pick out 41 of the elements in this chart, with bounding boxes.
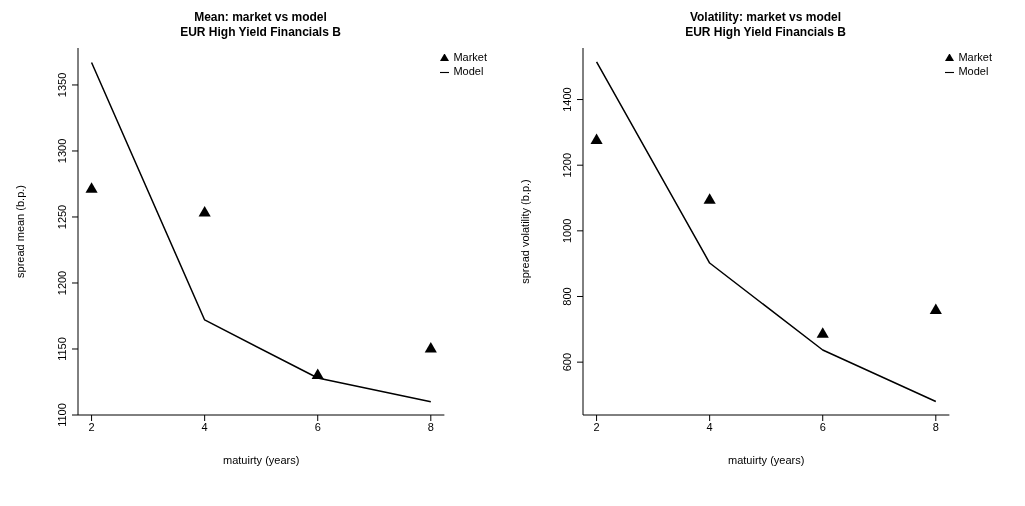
chart-subtitle: EUR High Yield Financials B <box>179 25 342 40</box>
y-tick-label: 1100 <box>56 403 68 427</box>
y-tick-label: 1350 <box>56 72 68 98</box>
x-tick-label: 6 <box>819 420 826 433</box>
y-tick-label: 1000 <box>561 218 573 244</box>
point <box>703 193 716 204</box>
x-tick-label: 8 <box>932 420 939 433</box>
x-tick-label: 8 <box>427 420 434 433</box>
line-series <box>595 61 937 403</box>
point <box>816 327 829 338</box>
x-tick-label: 6 <box>314 420 321 433</box>
point <box>424 341 437 353</box>
y-tick-label: 1250 <box>56 204 68 230</box>
point <box>85 182 98 193</box>
legend-label: Market <box>453 51 487 63</box>
point <box>311 368 324 379</box>
point <box>929 303 942 315</box>
y-tick-label: 1150 <box>56 337 68 361</box>
x-tick-label: 2 <box>88 420 95 433</box>
point <box>198 206 211 217</box>
y-tick-label: 1400 <box>561 87 573 112</box>
y-tick-label: 600 <box>561 352 573 372</box>
x-axis-title: matuirty (years) <box>727 454 805 466</box>
legend-label: Model <box>453 65 484 77</box>
y-tick-label: 1200 <box>561 152 573 178</box>
y-axis-title: spread mean (b.p.) <box>13 185 26 278</box>
line-series <box>90 61 432 403</box>
x-tick-label: 4 <box>201 420 208 433</box>
y-tick-label: 800 <box>561 287 573 306</box>
chart-title: Volatility: market vs model <box>688 10 843 25</box>
x-tick-label: 2 <box>593 420 600 433</box>
chart-title: Mean: market vs model <box>193 10 328 25</box>
legend-label: Model <box>958 65 989 77</box>
y-tick-label: 1200 <box>56 270 68 296</box>
y-axis-title: spread volatility (b.p.) <box>518 179 531 284</box>
y-tick-label: 1300 <box>56 138 68 164</box>
chart-subtitle: EUR High Yield Financials B <box>684 25 847 40</box>
x-tick-label: 4 <box>706 420 713 433</box>
legend-label: Market <box>958 51 992 63</box>
x-axis-title: matuirty (years) <box>222 454 300 466</box>
point <box>590 133 603 145</box>
